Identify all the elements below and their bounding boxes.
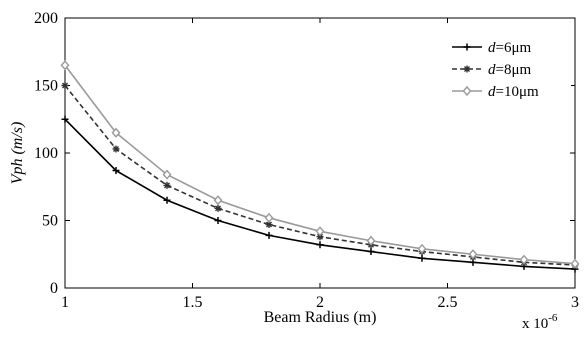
legend-entry: d=6μm: [452, 40, 532, 56]
y-tick-label: 200: [34, 10, 58, 27]
x-tick-label: 3: [571, 294, 579, 311]
data-point: [315, 226, 325, 237]
x-tick-label: 2.5: [438, 294, 458, 311]
legend-label: d=10μm: [488, 84, 539, 100]
legend: d=6μm d=8μm d=10μm: [443, 32, 571, 108]
y-tick-label: 0: [50, 280, 58, 297]
data-point: [316, 233, 324, 241]
data-point: [418, 254, 426, 262]
data-point: [264, 212, 274, 223]
data-point: [61, 115, 69, 123]
x-tick-label: 2: [316, 294, 324, 311]
x-axis-label: Beam Radius (m): [264, 309, 377, 326]
data-point: [367, 248, 375, 256]
x-multiplier-label: x 10-6: [522, 312, 558, 332]
y-axis-label: Vph (m/s): [9, 122, 26, 185]
data-point: [265, 221, 273, 229]
y-tick-label: 100: [34, 145, 58, 162]
data-point: [60, 60, 70, 71]
axis-ticks: 1 1.5 2 2.5 3 0 50 100 150 200: [34, 10, 579, 311]
legend-marker: [462, 85, 472, 97]
data-point: [162, 169, 172, 180]
data-point: [163, 181, 171, 189]
legend-entry: d=10μm: [452, 84, 539, 100]
data-point: [163, 196, 171, 204]
data-point: [214, 217, 222, 224]
series-3: [60, 60, 580, 269]
legend-marker: [463, 43, 471, 51]
legend-label: d=6μm: [488, 40, 532, 56]
data-point: [417, 243, 427, 254]
data-point: [112, 145, 120, 153]
data-point: [112, 167, 120, 175]
legend-label: d=8μm: [488, 62, 532, 78]
x-tick-label: 1.5: [183, 294, 203, 311]
series-1: [61, 115, 579, 273]
data-point: [366, 235, 376, 246]
legend-items: d=6μm d=8μm d=10μm: [452, 40, 539, 100]
data-point: [111, 127, 121, 138]
legend-box: [443, 32, 571, 108]
legend-marker: [463, 65, 471, 73]
data-point: [265, 231, 273, 239]
y-tick-label: 150: [34, 78, 58, 95]
data-point: [213, 195, 223, 206]
legend-entry: d=8μm: [452, 62, 532, 78]
data-point: [61, 82, 69, 89]
data-point: [570, 258, 580, 269]
series-layer: [60, 60, 580, 273]
data-point: [214, 204, 222, 212]
data-point: [519, 254, 529, 265]
y-tick-label: 50: [42, 213, 58, 230]
data-point: [316, 241, 324, 249]
data-point: [468, 249, 478, 260]
x-tick-label: 1: [61, 294, 69, 311]
